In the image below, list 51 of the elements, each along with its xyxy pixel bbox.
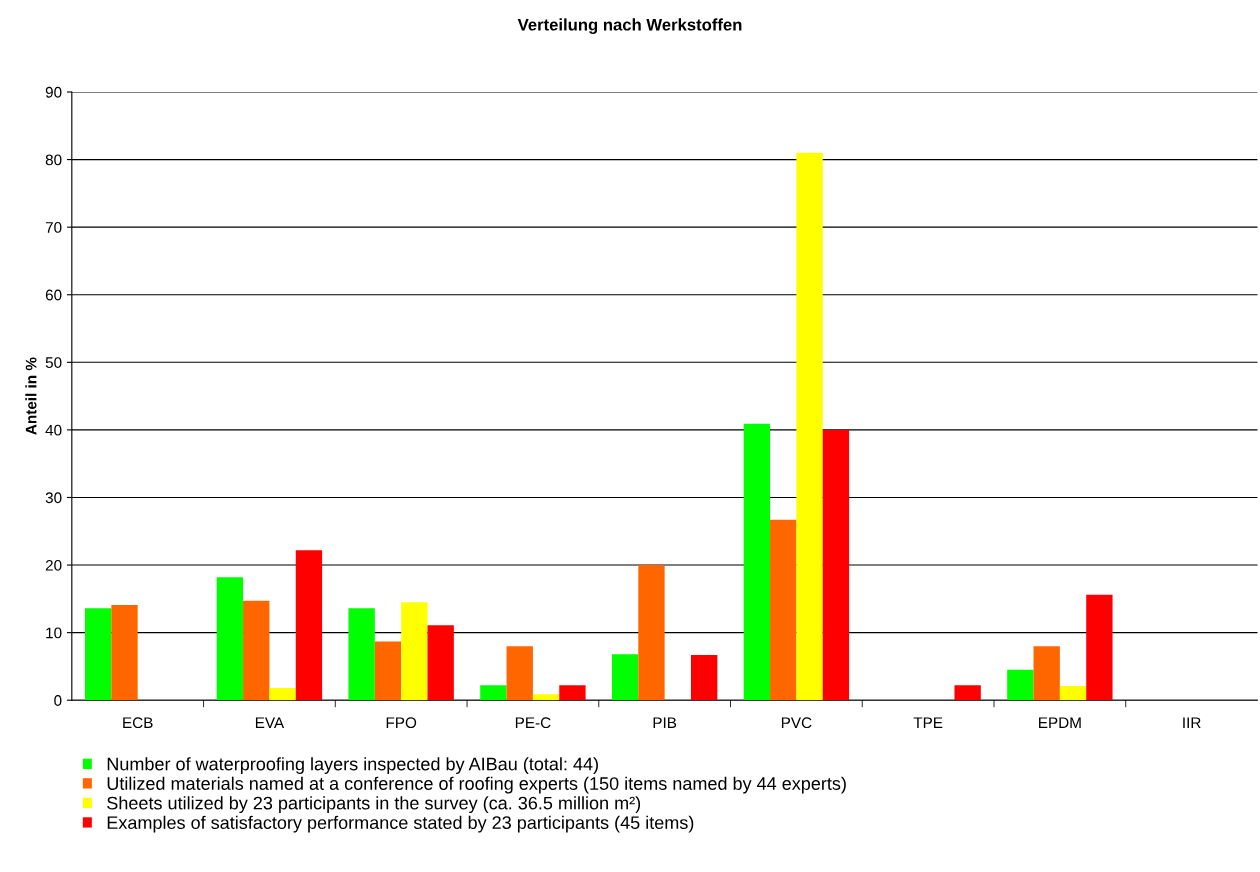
x-tick-label: TPE	[913, 717, 943, 728]
x-tick-label: PIB	[653, 717, 677, 728]
y-tick-label: 60	[45, 289, 62, 301]
bar	[111, 604, 138, 701]
y-axis-title: Anteil in %	[25, 357, 37, 435]
y-tick-label: 70	[45, 222, 62, 233]
y-tick-label: 0	[54, 695, 62, 706]
legend-label: Number of waterproofing layers inspected by AIBau (total: 44)	[107, 757, 598, 774]
x-tick-label: PE-C	[515, 717, 551, 729]
x-tick-label: ECB	[123, 717, 153, 729]
bar	[1007, 669, 1034, 701]
x-tick-label: EVA	[255, 717, 285, 728]
bar	[374, 641, 402, 701]
bar	[1086, 594, 1113, 701]
chart-title: Verteilung nach Werkstoffen	[517, 18, 742, 34]
legend-label: Examples of satisfactory performance stated by 23 participants (45 items)	[107, 815, 694, 833]
bar	[691, 654, 718, 701]
y-tick-label: 30	[45, 492, 62, 504]
bar	[638, 565, 665, 701]
bar	[1033, 646, 1060, 701]
bar	[532, 694, 560, 701]
y-tick-label: 50	[45, 357, 62, 368]
bar	[506, 646, 533, 701]
legend-label: Utilized materials named at a conference of roofing experts (150 items named by 44 experts)	[107, 776, 846, 794]
bar	[611, 654, 639, 701]
y-tick-label: 90	[45, 86, 62, 98]
bar	[954, 685, 981, 701]
bar	[295, 550, 323, 701]
bar	[743, 423, 771, 701]
bar	[427, 625, 454, 701]
bar	[822, 429, 850, 701]
bar	[401, 602, 428, 701]
bar	[243, 600, 270, 701]
bar	[84, 608, 112, 701]
y-tick-label: 80	[45, 154, 62, 166]
bar	[796, 152, 823, 701]
bar	[770, 519, 797, 701]
x-tick-label: EPDM	[1039, 717, 1081, 728]
bar	[269, 688, 296, 701]
x-tick-label: FPO	[386, 717, 417, 729]
bar	[480, 685, 507, 701]
y-tick-label: 40	[45, 424, 62, 436]
x-tick-label: IIR	[1183, 717, 1201, 728]
bar	[216, 577, 244, 701]
bar	[348, 608, 375, 701]
bar	[1059, 686, 1087, 701]
y-tick-label: 20	[45, 559, 62, 571]
y-tick-label: 10	[46, 627, 62, 639]
x-tick-label: PVC	[781, 717, 812, 729]
bar	[559, 685, 586, 701]
legend-label: Sheets utilized by 23 participants in the survey (ca. 36.5 million m²)	[107, 796, 641, 814]
